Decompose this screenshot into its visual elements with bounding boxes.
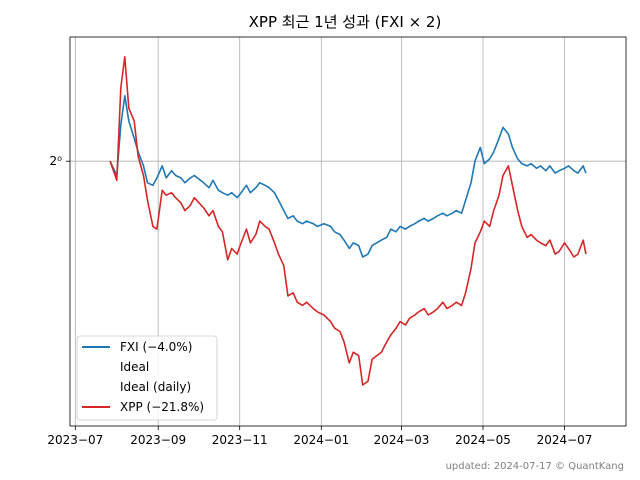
y-tick-label: 2⁰ xyxy=(50,154,63,168)
x-tick-label: 2024−03 xyxy=(374,433,430,447)
x-tick-label: 2024−07 xyxy=(537,433,593,447)
chart-title: XPP 최근 1년 성과 (FXI × 2) xyxy=(249,13,442,31)
legend-box xyxy=(76,335,218,421)
series-layer xyxy=(109,55,587,386)
series-line-fxi xyxy=(109,95,587,258)
x-tick-label: 2023−07 xyxy=(47,433,103,447)
plot-frame xyxy=(69,36,627,427)
x-axis: 2023−07 2023−09 2023−11 2024−01 2024−03 2024−… xyxy=(47,426,592,447)
grid xyxy=(70,37,626,426)
legend: FXI (−4.0%) Ideal Ideal (daily) XPP (−21.8%… xyxy=(76,335,218,421)
series-line-xpp xyxy=(109,55,587,386)
legend-label: Ideal (daily) xyxy=(120,380,191,394)
x-tick-label: 2024−01 xyxy=(293,433,349,447)
x-tick-label: 2023−11 xyxy=(212,433,268,447)
legend-label: FXI (−4.0%) xyxy=(120,340,192,354)
footer-credit: updated: 2024-07-17 © QuantKang xyxy=(446,461,624,472)
x-tick-label: 2023−09 xyxy=(130,433,186,447)
x-tick-label: 2024−05 xyxy=(455,433,511,447)
legend-label: Ideal xyxy=(120,360,149,374)
legend-label: XPP (−21.8%) xyxy=(120,400,204,414)
y-axis: 2⁰ xyxy=(50,154,70,168)
